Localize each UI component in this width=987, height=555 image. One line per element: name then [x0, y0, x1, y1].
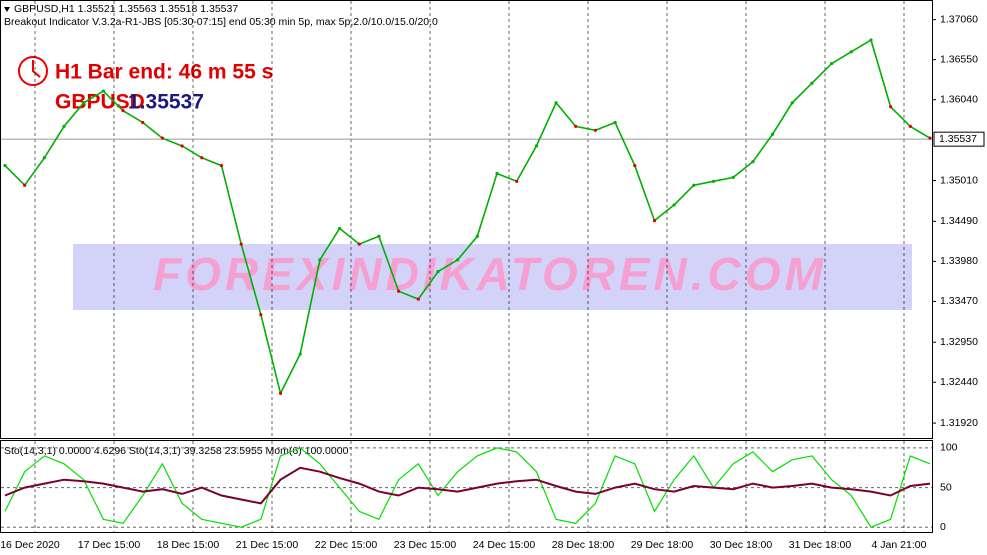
- price-point: [239, 242, 243, 246]
- y-tick-label: 1.35010: [940, 174, 978, 186]
- price-point: [633, 164, 637, 168]
- price-line: [4, 38, 931, 396]
- indicator-line: [4, 466, 931, 505]
- x-tick-label: 31 Dec 18:00: [789, 539, 852, 551]
- price-point: [928, 136, 932, 140]
- indicator-line: [4, 447, 931, 528]
- price-point: [692, 183, 696, 187]
- price-point: [23, 183, 27, 187]
- watermark: FOREXINDIKATOREN.COM: [153, 248, 827, 300]
- x-tick-label: 28 Dec 18:00: [552, 539, 615, 551]
- x-tick-label: 4 Jan 21:00: [872, 539, 927, 551]
- price-point: [810, 81, 814, 85]
- indicator-label: Breakout Indicator V.3.2a-R1-JBS [05:30-…: [4, 16, 438, 28]
- price-point: [416, 297, 420, 301]
- price-point: [515, 179, 519, 183]
- price-point: [790, 101, 794, 105]
- clock-icon: [18, 56, 48, 86]
- price-point: [337, 226, 342, 231]
- header: GBPUSD,H1 1.35521 1.35563 1.35518 1.3553…: [14, 3, 238, 15]
- bar-end: H1 Bar end: 46 m 55 s: [55, 61, 273, 84]
- x-tick-label: 30 Dec 18:00: [710, 539, 773, 551]
- menu-arrow: [4, 7, 10, 12]
- price-point: [908, 124, 912, 128]
- price-point: [219, 164, 224, 168]
- price-point: [42, 156, 46, 160]
- price-point: [554, 101, 558, 105]
- sub-frame: [0, 440, 933, 533]
- price-point: [318, 258, 322, 262]
- y-tick-label: 1.32950: [940, 336, 978, 348]
- y-tick-label: 1.33470: [940, 295, 978, 307]
- x-tick-label: 22 Dec 15:00: [315, 539, 378, 551]
- y-tick-label: 1.32440: [940, 376, 978, 388]
- price-point: [534, 144, 538, 148]
- x-tick-label: 23 Dec 15:00: [394, 539, 457, 551]
- big-price: 1.35537: [128, 91, 204, 114]
- price-point: [160, 136, 165, 140]
- price-point: [574, 124, 578, 128]
- price-point: [141, 120, 145, 125]
- price-point: [829, 61, 834, 66]
- watermark-band: [73, 244, 912, 310]
- price-point: [456, 258, 460, 262]
- price-point: [180, 144, 184, 148]
- price-point: [849, 50, 853, 54]
- price-point: [869, 38, 873, 42]
- price-point: [3, 164, 7, 168]
- price-point: [889, 105, 893, 109]
- price-point: [298, 352, 302, 356]
- sub-label: Sto(14,3,1) 0.0000 4.6296 Sto(14,3,1) 39…: [4, 445, 349, 457]
- price-point: [200, 156, 204, 160]
- y-tick-label: 1.34490: [940, 215, 978, 227]
- price-point: [436, 269, 440, 274]
- x-tick-label: 24 Dec 15:00: [473, 539, 536, 551]
- price-point: [652, 218, 657, 223]
- main-frame: [0, 0, 933, 439]
- price-point: [770, 132, 775, 136]
- symbol: GBPUSD: [55, 91, 145, 114]
- price-point: [711, 179, 716, 183]
- price-point: [357, 242, 361, 246]
- price-point: [475, 234, 479, 238]
- price-point: [672, 203, 676, 207]
- y-tick-label: 1.36040: [940, 93, 978, 105]
- x-tick-label: 17 Dec 15:00: [78, 539, 141, 551]
- y-tick-label: 1.36550: [940, 53, 978, 65]
- x-tick-label: 29 Dec 18:00: [631, 539, 694, 551]
- sub-tick-label: 0: [940, 521, 946, 533]
- price-point: [731, 175, 735, 179]
- price-point: [495, 171, 499, 176]
- price-point: [593, 128, 598, 132]
- price-point: [751, 160, 755, 164]
- x-tick-label: 18 Dec 15:00: [157, 539, 220, 551]
- sub-tick-label: 50: [940, 481, 952, 493]
- y-tick-label: 1.31920: [940, 417, 978, 429]
- x-tick-label: 21 Dec 15:00: [236, 539, 299, 551]
- price-point: [397, 289, 401, 293]
- last-price-box: [933, 131, 985, 147]
- price-point: [613, 120, 617, 125]
- last-price-label: 1.35537: [939, 133, 977, 145]
- y-tick-label: 1.37060: [940, 13, 978, 25]
- clock-hands: [32, 60, 41, 78]
- x-tick-label: 16 Dec 2020: [0, 539, 60, 551]
- y-tick-label: 1.33980: [940, 255, 978, 267]
- price-point: [259, 313, 263, 317]
- price-point: [101, 89, 106, 93]
- price-point: [278, 391, 283, 395]
- price-point: [62, 124, 66, 128]
- price-point: [121, 109, 125, 113]
- price-point: [82, 101, 86, 105]
- sub-tick-label: 100: [940, 442, 958, 454]
- price-point: [377, 234, 381, 238]
